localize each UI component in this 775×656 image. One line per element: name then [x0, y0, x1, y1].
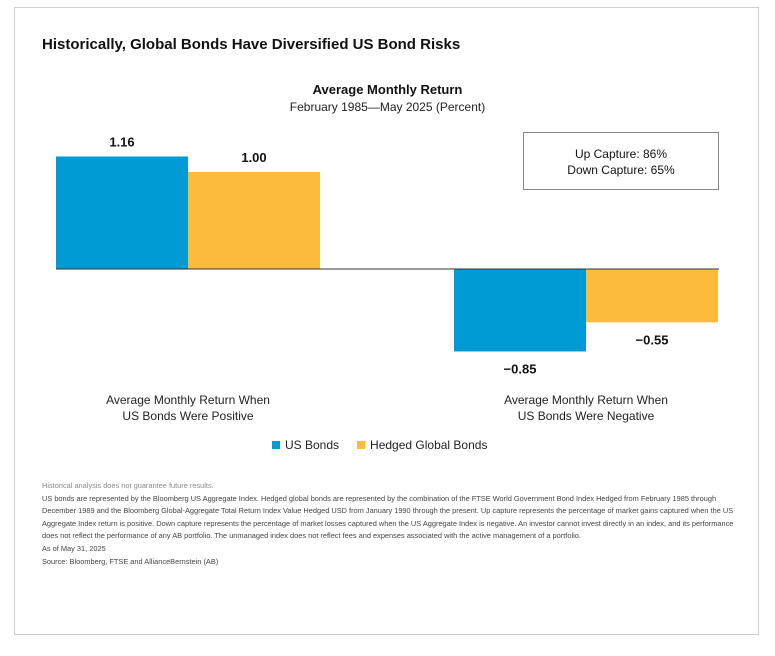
data-label-hedged-global-bonds-0: 1.00: [241, 150, 266, 165]
legend-item-us-bonds: US Bonds: [272, 438, 339, 452]
bar-chart: 1.16 −0.85 1.00 −0.55: [56, 134, 719, 376]
up-capture: Up Capture: 86%: [574, 147, 668, 161]
methodology-note: US bonds are represented by the Bloomber…: [42, 493, 734, 541]
down-capture: Down Capture: 65%: [567, 163, 675, 177]
chart-card: Historically, Global Bonds Have Diversif…: [14, 7, 759, 635]
bar-us-bonds-0: [56, 156, 188, 269]
legend-swatch-hedged-global-bonds: [357, 441, 366, 449]
data-label-us-bonds-1: −0.85: [504, 361, 537, 376]
as-of-date: As of May 31, 2025: [42, 543, 106, 553]
category-label-positive: Average Monthly Return When US Bonds Wer…: [106, 393, 270, 423]
disclaimer: Historical analysis does not guarantee f…: [42, 481, 214, 490]
chart-subtitle: February 1985—May 2025 (Percent): [289, 100, 486, 114]
legend-label-hedged-global-bonds: Hedged Global Bonds: [370, 438, 488, 452]
legend: US Bonds Hedged Global Bonds: [272, 438, 505, 452]
category-label-negative: Average Monthly Return When US Bonds Wer…: [504, 393, 668, 423]
bar-hedged-global-bonds-0: [188, 172, 320, 269]
source-note: Source: Bloomberg, FTSE and AllianceBern…: [42, 556, 219, 566]
headline: Historically, Global Bonds Have Diversif…: [42, 36, 461, 53]
capture-box: Up Capture: 86% Down Capture: 65%: [523, 132, 719, 190]
legend-item-hedged-global-bonds: Hedged Global Bonds: [357, 438, 487, 452]
legend-swatch-us-bonds: [272, 441, 280, 449]
bar-us-bonds-1: [454, 269, 586, 352]
legend-label-us-bonds: US Bonds: [285, 438, 340, 452]
bar-hedged-global-bonds-1: [586, 269, 718, 323]
footnotes: Historical analysis does not guarantee f…: [42, 480, 742, 568]
data-label-hedged-global-bonds-1: −0.55: [636, 332, 669, 347]
data-label-us-bonds-0: 1.16: [109, 134, 134, 149]
chart-title: Average Monthly Return: [312, 82, 463, 97]
